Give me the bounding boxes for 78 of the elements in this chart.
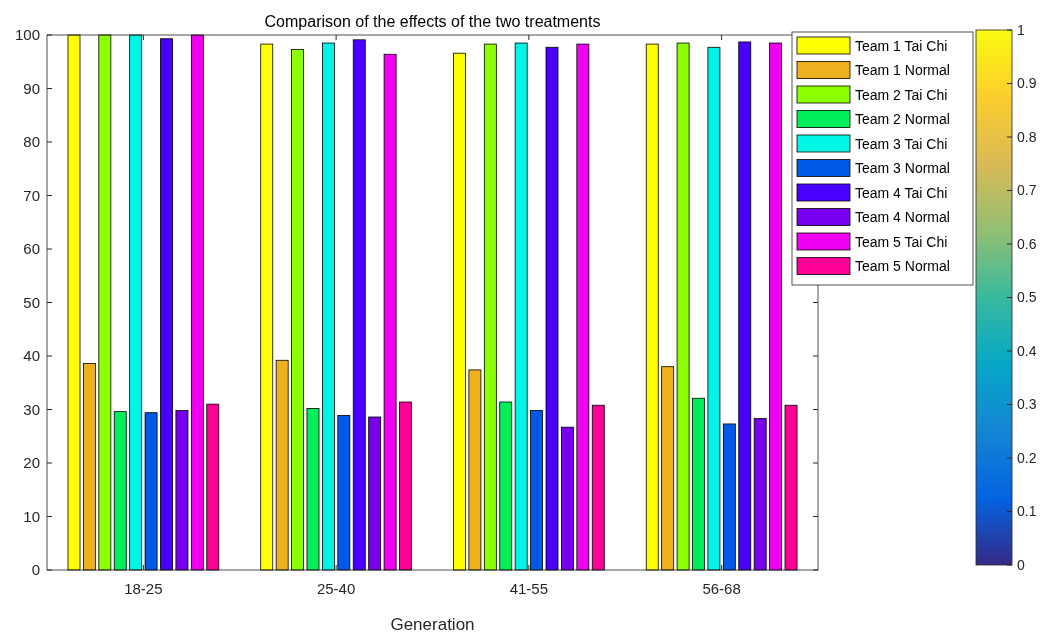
bar [468,369,482,571]
bar [661,366,675,571]
bar [738,41,752,571]
legend-label: Team 5 Normal [855,258,950,275]
bar [260,43,274,571]
legend-label: Team 4 Normal [855,209,950,226]
y-tick-label: 20 [23,454,40,472]
color-bar-label: 1 [1017,21,1025,38]
bar [383,53,397,571]
y-tick-label: 90 [23,79,40,97]
y-tick-label: 80 [23,133,40,151]
x-tick-label: 56-68 [702,580,741,597]
x-tick-label: 18-25 [124,580,163,597]
bar [368,416,382,571]
bar [645,43,659,571]
bar [784,404,798,571]
legend-label: Team 1 Tai Chi [855,37,948,54]
y-tick-label: 70 [23,186,40,204]
bar [769,42,783,571]
bar [129,34,143,571]
bar [160,38,173,571]
y-tick-label: 0 [31,561,40,579]
bar [175,410,189,571]
color-bar-label: 0.4 [1017,342,1037,359]
bar [306,408,320,571]
color-bar-label: 0.6 [1017,235,1037,252]
x-tick-label: 25-40 [316,580,356,597]
color-bar-label: 0.2 [1017,449,1037,466]
y-tick-label: 10 [23,507,40,525]
y-tick-label: 40 [23,347,40,365]
bar [206,403,220,571]
bar [399,401,412,571]
x-tick-label: 41-55 [509,580,549,597]
bar [483,43,497,571]
y-tick-label: 100 [14,26,40,44]
bar [190,34,204,571]
color-bar-label: 0 [1017,556,1025,573]
color-bar-label: 0.9 [1017,75,1037,92]
bar [692,397,705,571]
legend-label: Team 2 Tai Chi [855,86,948,103]
bar [545,46,559,571]
color-bar-label: 0.8 [1017,128,1037,145]
bar [291,49,304,571]
x-axis-title: Generation [390,615,475,634]
bar [676,42,690,571]
bar [722,423,736,571]
bar [453,52,466,571]
bar [67,34,81,571]
legend-label: Team 3 Tai Chi [855,135,948,152]
bar [753,418,767,571]
y-tick-label: 50 [23,293,40,311]
bar [337,414,351,571]
bar [707,46,721,571]
y-tick-label: 30 [23,400,40,418]
bar [499,401,513,571]
legend-label: Team 1 Normal [855,62,950,79]
legend-label: Team 4 Tai Chi [855,184,948,201]
bar [561,426,574,571]
color-bar-label: 0.7 [1017,182,1037,199]
bar [98,34,112,571]
chart-title: Comparison of the effects of the two treatments [264,13,601,30]
color-bar-label: 0.1 [1017,503,1037,520]
legend-label: Team 3 Normal [855,160,950,177]
y-tick-label: 60 [23,240,40,258]
bar [530,410,543,571]
bar [591,404,605,571]
legend-label: Team 5 Tai Chi [855,233,948,250]
bar [576,43,590,571]
bar [113,411,127,571]
bar [514,42,528,571]
color-bar-label: 0.5 [1017,289,1037,306]
bar [322,42,335,571]
bar [275,359,289,571]
bar [352,39,366,571]
bar [82,363,96,571]
legend-label: Team 2 Normal [855,111,950,128]
color-bar-label: 0.3 [1017,396,1037,413]
bar [144,412,158,571]
